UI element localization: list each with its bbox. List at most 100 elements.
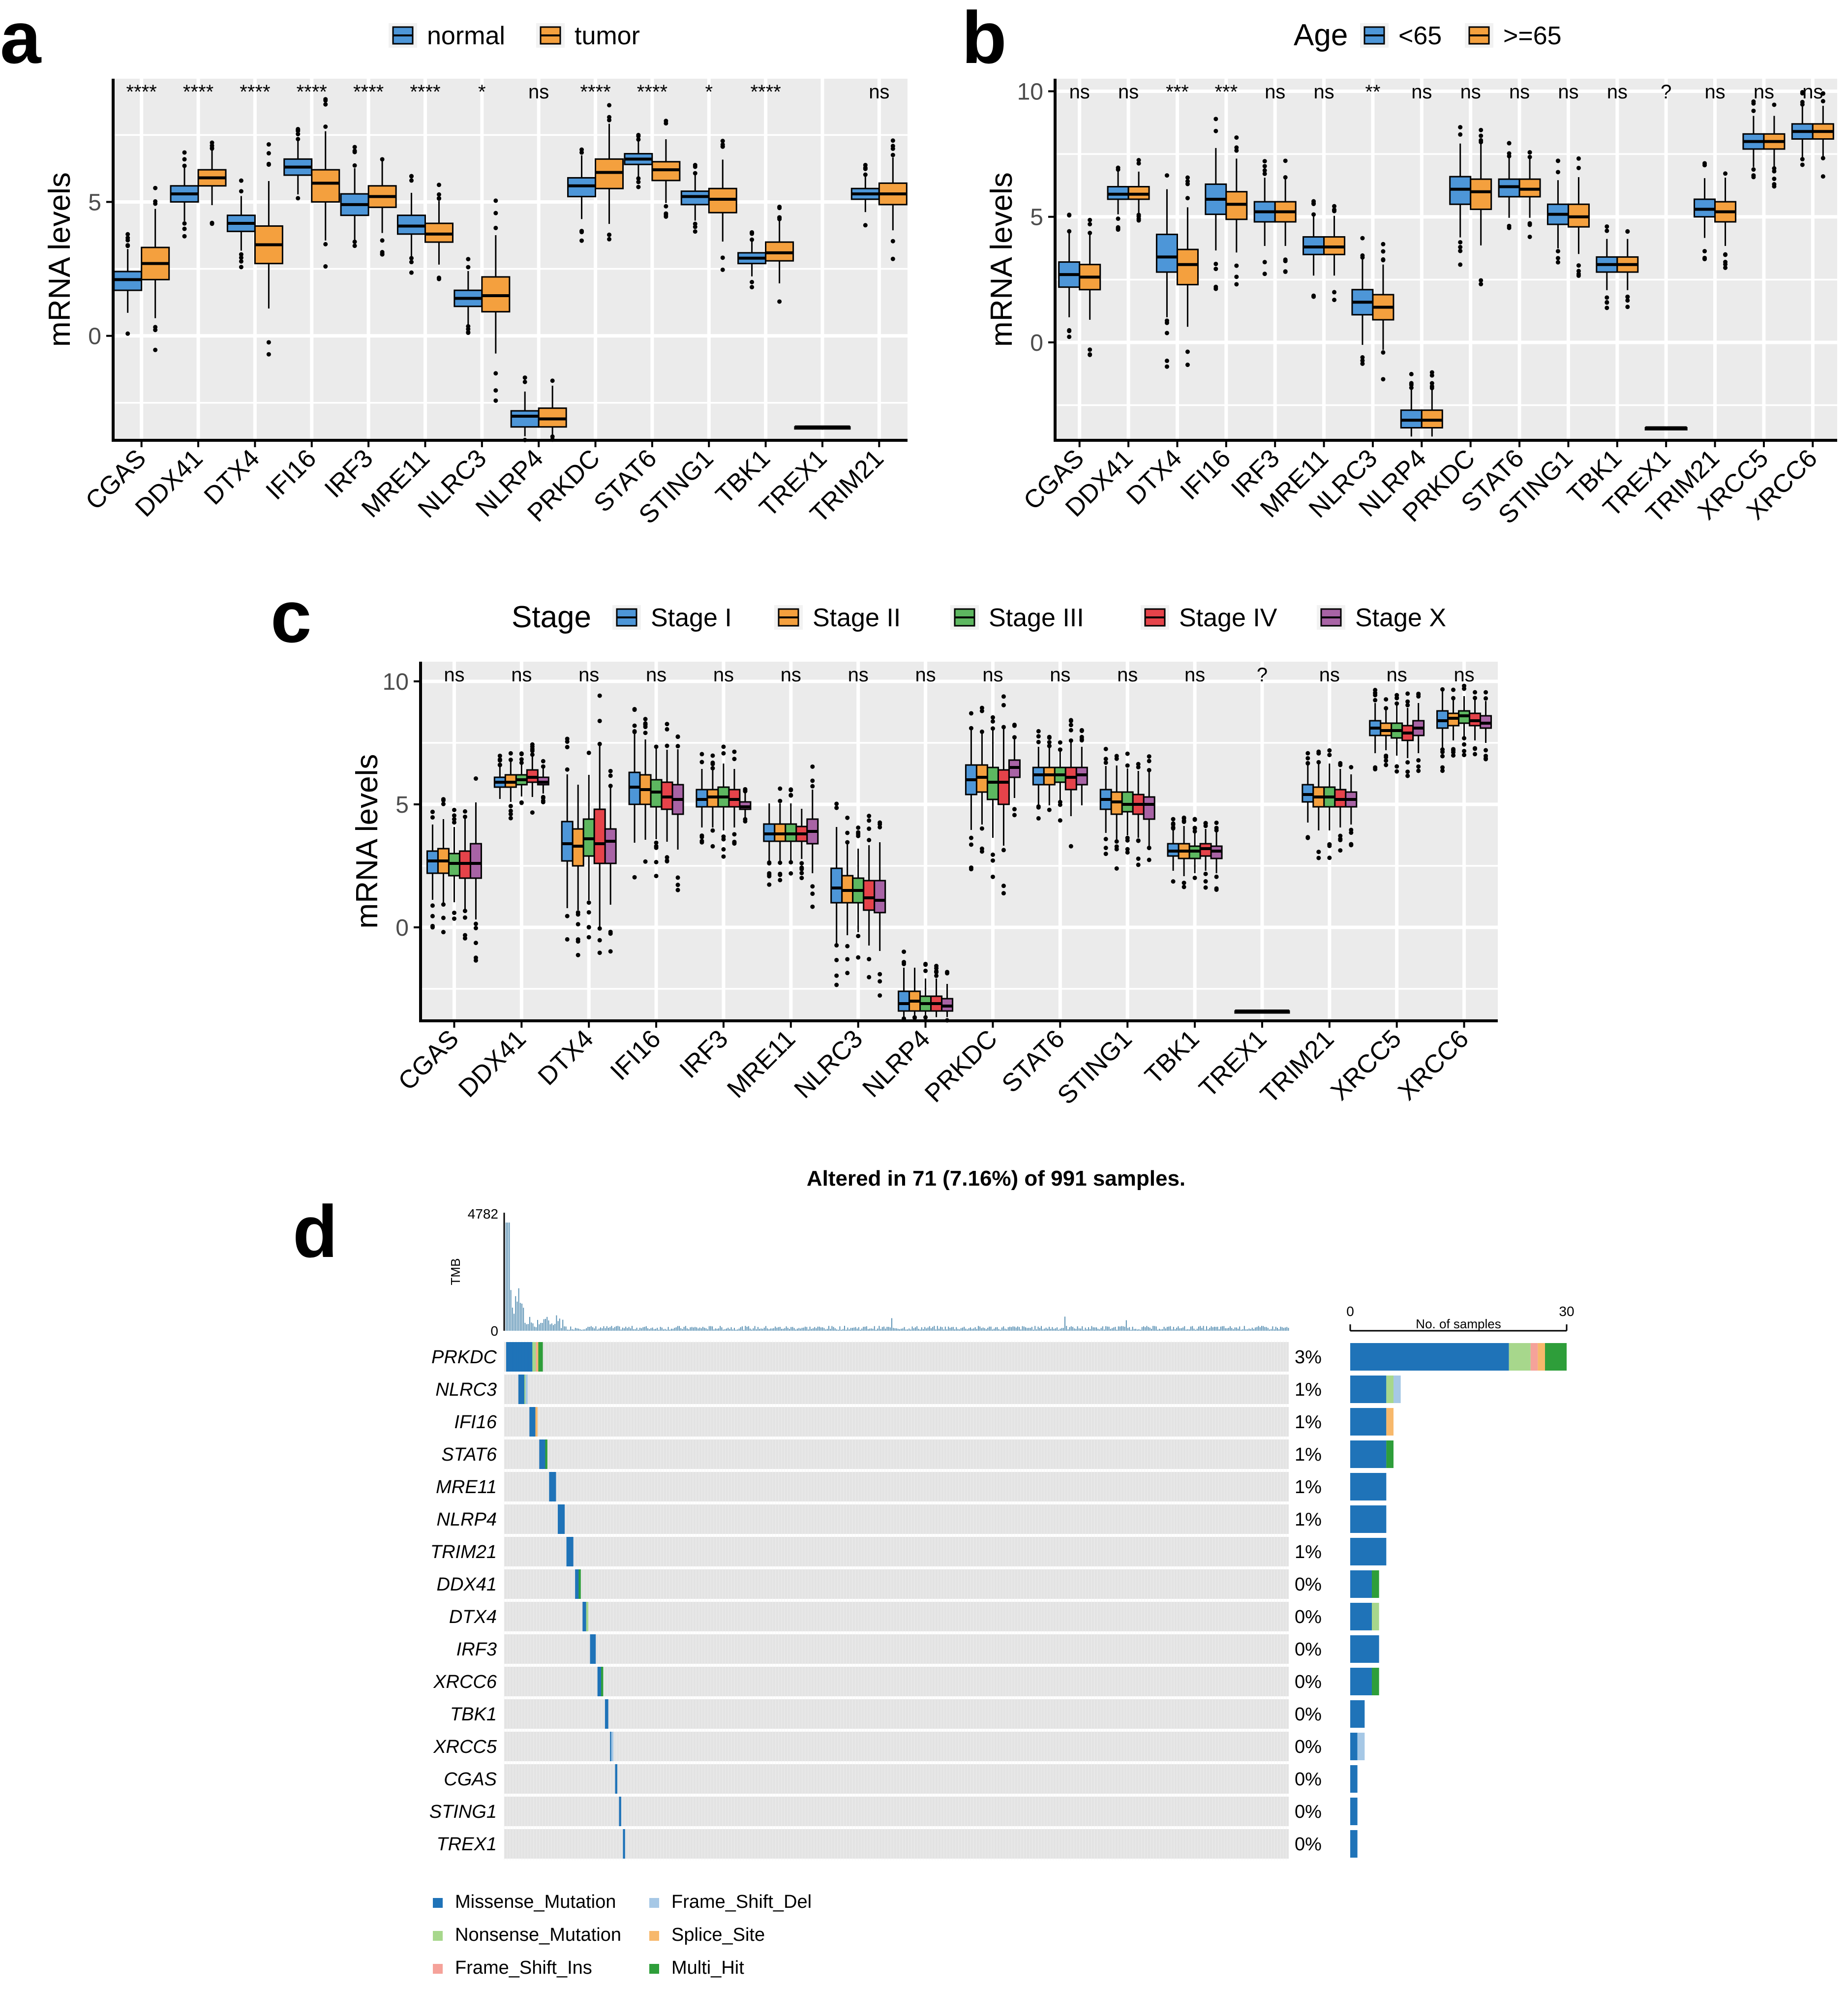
- percent-label: 0%: [1295, 1769, 1322, 1790]
- mutation-cell: [561, 1504, 564, 1534]
- significance-label: ns: [1118, 81, 1139, 103]
- outlier-point: [608, 949, 613, 954]
- mutation-cell: [541, 1342, 543, 1372]
- outlier-point: [1451, 687, 1456, 692]
- outlier-point: [750, 231, 755, 236]
- outlier-point: [380, 238, 385, 243]
- outlier-point: [1213, 284, 1218, 289]
- mutation-cell: [524, 1375, 527, 1404]
- outlier-point: [1440, 754, 1445, 759]
- outlier-point: [1036, 816, 1041, 821]
- outlier-point: [1114, 844, 1119, 849]
- legend-label: Stage II: [813, 604, 901, 632]
- outlier-point: [1723, 252, 1728, 257]
- outlier-point: [239, 255, 243, 260]
- outlier-point: [323, 102, 328, 107]
- outlier-point: [1136, 765, 1141, 769]
- outlier-point: [493, 198, 498, 203]
- outlier-point: [990, 874, 995, 879]
- mutation-cell: [513, 1342, 515, 1372]
- percent-label: 0%: [1295, 1737, 1322, 1757]
- outlier-point: [608, 931, 613, 936]
- outlier-point: [1440, 747, 1445, 752]
- outlier-point: [296, 196, 301, 201]
- outlier-point: [867, 814, 872, 819]
- outlier-point: [990, 852, 995, 857]
- box: [1470, 178, 1492, 210]
- oncoprint-row: [504, 1829, 1289, 1859]
- outlier-point: [1147, 846, 1151, 851]
- outlier-point: [878, 825, 882, 829]
- outlier-point: [1262, 260, 1267, 265]
- percent-label: 1%: [1295, 1444, 1322, 1465]
- significance-label: ****: [353, 81, 384, 103]
- legend-label: Splice_Site: [671, 1925, 765, 1945]
- outlier-point: [1036, 804, 1041, 809]
- percent-label: 0%: [1295, 1639, 1322, 1660]
- sample-count-bar: [1357, 1733, 1365, 1760]
- outlier-point: [239, 259, 243, 264]
- outlier-point: [436, 192, 441, 197]
- outlier-point: [863, 172, 868, 177]
- mutation-cell: [562, 1504, 565, 1534]
- legend-label: Stage IV: [1179, 604, 1277, 632]
- sample-count-bar: [1350, 1505, 1387, 1533]
- outlier-point: [1114, 866, 1119, 871]
- outlier-point: [296, 137, 301, 142]
- outlier-point: [1103, 846, 1108, 851]
- outlier-point: [863, 162, 868, 167]
- outlier-point: [1136, 218, 1141, 223]
- oncoprint-row: [504, 1375, 1289, 1404]
- significance-label: ?: [1661, 81, 1671, 103]
- outlier-point: [1305, 756, 1310, 761]
- outlier-point: [834, 801, 839, 806]
- outlier-point: [969, 865, 973, 870]
- significance-label: ns: [1319, 664, 1340, 686]
- outlier-point: [979, 846, 984, 851]
- outlier-point: [969, 835, 973, 840]
- y-tick-label: 5: [1030, 205, 1043, 231]
- mutation-cell: [518, 1375, 521, 1404]
- outlier-point: [699, 752, 704, 757]
- outlier-point: [810, 904, 815, 909]
- outlier-point: [979, 705, 984, 710]
- outlier-point: [1185, 182, 1190, 186]
- outlier-point: [452, 817, 456, 822]
- outlier-point: [1068, 718, 1073, 723]
- significance-label: ****: [183, 81, 213, 103]
- outlier-point: [1047, 807, 1052, 812]
- outlier-point: [462, 814, 467, 819]
- outlier-point: [1036, 739, 1041, 744]
- mutation-cell: [508, 1342, 511, 1372]
- percent-label: 0%: [1295, 1802, 1322, 1822]
- panel-d-oncoplot: 4782 0 TMB PRKDC 3% NLRC3 1% IFI16 1% STAT6 1% MRE1…: [429, 1206, 1575, 1978]
- mutation-cell: [536, 1342, 538, 1372]
- gene-label: TBK1: [450, 1704, 497, 1725]
- outlier-point: [1409, 385, 1414, 390]
- outlier-point: [923, 968, 928, 973]
- outlier-point: [834, 973, 839, 978]
- mutation-cell: [601, 1667, 604, 1696]
- gene-label: MRE11: [436, 1477, 497, 1498]
- outlier-point: [1214, 887, 1219, 892]
- outlier-point: [565, 767, 570, 772]
- outlier-point: [1723, 171, 1728, 176]
- oncoprint-row: [504, 1699, 1289, 1729]
- percent-label: 3%: [1295, 1347, 1322, 1368]
- outlier-point: [654, 744, 659, 749]
- outlier-point: [153, 325, 158, 330]
- outlier-point: [1262, 159, 1267, 164]
- significance-label: ****: [126, 81, 157, 103]
- outlier-point: [452, 820, 456, 825]
- outlier-point: [1555, 256, 1560, 261]
- outlier-point: [664, 204, 668, 209]
- outlier-point: [1820, 91, 1825, 96]
- outlier-point: [1473, 752, 1478, 757]
- outlier-point: [788, 860, 793, 865]
- outlier-point: [1136, 762, 1141, 766]
- outlier-point: [586, 750, 591, 755]
- x-tick-label: STING1: [1052, 1024, 1138, 1110]
- sample-count-bar: [1350, 1798, 1358, 1825]
- outlier-point: [856, 934, 861, 939]
- outlier-point: [945, 970, 950, 975]
